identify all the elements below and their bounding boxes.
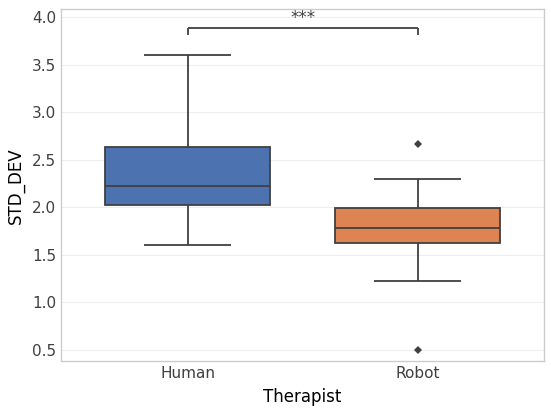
FancyBboxPatch shape xyxy=(105,147,271,205)
Y-axis label: STD_DEV: STD_DEV xyxy=(7,147,25,224)
FancyBboxPatch shape xyxy=(334,208,500,243)
X-axis label: Therapist: Therapist xyxy=(263,388,342,406)
Text: ***: *** xyxy=(290,9,315,26)
